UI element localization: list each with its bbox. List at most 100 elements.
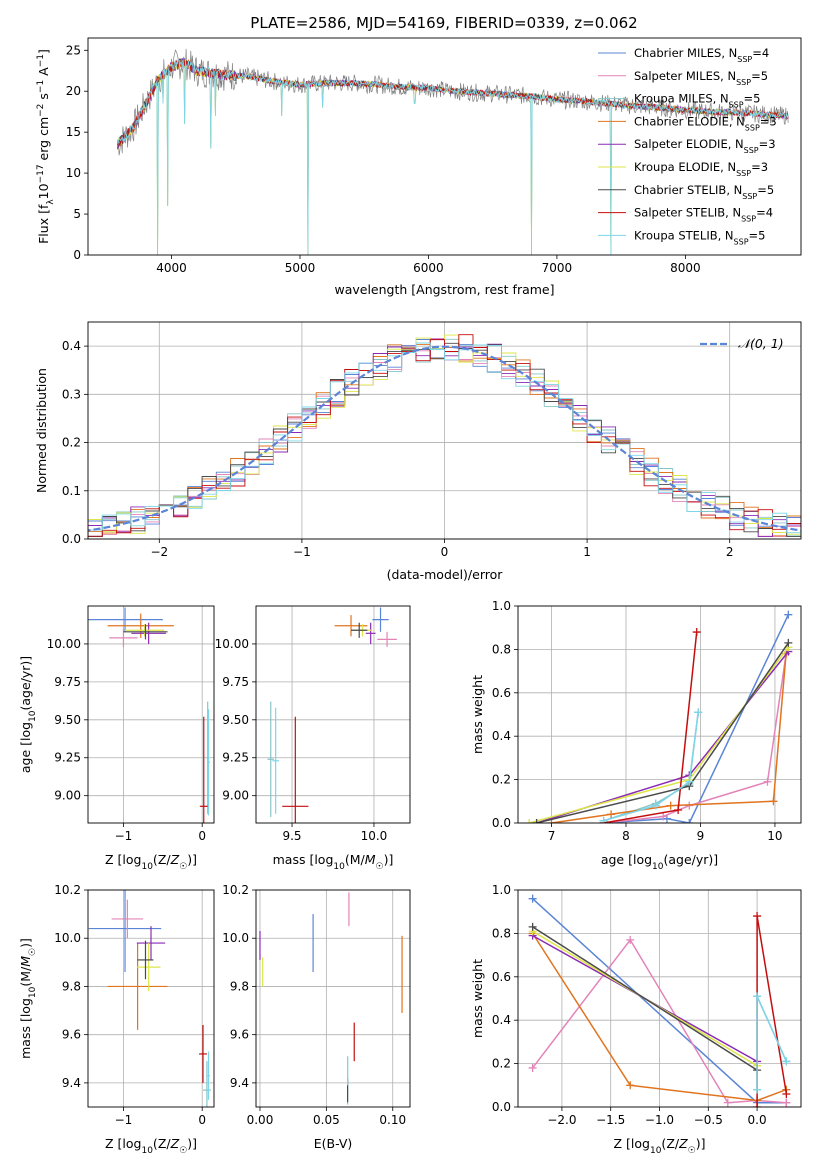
legend-label-name: Kroupa STELIB, N <box>634 228 734 242</box>
weight-line <box>529 646 789 823</box>
x-axis-label-part: ☉ <box>179 862 187 872</box>
legend-label-name: Salpeter MILES, N <box>634 69 736 83</box>
legend-label-sub: SSP <box>744 146 759 155</box>
y-axis-label-part: 10 <box>36 183 51 199</box>
x-tick-label: −1.5 <box>596 1113 625 1127</box>
x-tick-label: 0.10 <box>379 1113 406 1127</box>
legend-label: Kroupa STELIB, NSSP=5 <box>634 228 765 246</box>
errorbars <box>267 607 397 823</box>
errorbars <box>88 890 211 1107</box>
x-tick-label: −2.0 <box>547 1113 576 1127</box>
weight-marker <box>528 1063 537 1072</box>
x-axis-label-part: log <box>122 1136 141 1151</box>
x-axis-label-part: Z <box>158 852 167 867</box>
x-tick-label: 7000 <box>542 261 573 275</box>
model-spectrum-line <box>117 58 789 146</box>
legend-label: Salpeter ELODIE, NSSP=3 <box>634 137 776 155</box>
weight-marker <box>528 922 537 931</box>
weight-line <box>536 651 789 823</box>
y-tick-label: 0.2 <box>62 436 81 450</box>
weight-marker <box>674 805 683 814</box>
y-axis-label-part: A <box>36 67 51 80</box>
x-axis-label-part: [ <box>114 852 123 867</box>
weight-marker <box>528 894 537 903</box>
x-tick-label: −1.0 <box>645 1113 674 1127</box>
x-axis-label-part: M <box>350 852 361 867</box>
x-axis-label-part: 10 <box>141 1146 153 1156</box>
legend-label: Kroupa MILES, NSSP=5 <box>634 92 760 110</box>
y-axis-label-part: s <box>36 93 51 104</box>
legend-label-value: =3 <box>760 114 777 128</box>
mass-vs-extinction-panel: 0.00 0.05 0.10 9.4 9.6 9.8 10.0 10.2 E(B-V) <box>222 883 411 1151</box>
y-axis-label-part: M <box>18 956 33 967</box>
axes-frame <box>87 889 215 1108</box>
legend-label-sub: SSP <box>745 123 760 132</box>
residual-histogram-panel: −2 −1 0 1 2 0.0 0.1 0.2 0.3 0.4 (data-model)/error… <box>34 321 802 582</box>
y-axis-label-part: −17 <box>36 164 46 183</box>
y-axis-label: mass weight <box>470 675 485 754</box>
x-axis-label-part: ☉ <box>376 862 384 872</box>
y-tick-label: 0.0 <box>492 816 511 830</box>
y-tick-label: 10.2 <box>222 883 249 897</box>
axes-frame <box>87 321 802 540</box>
x-axis-label: age [log10(age/yr)] <box>601 852 718 872</box>
legend-label-value: =5 <box>757 183 774 197</box>
y-axis-label-part: 10 <box>28 710 38 722</box>
y-axis-label: mass weight <box>470 959 485 1038</box>
x-axis-label-part: Z <box>678 1136 688 1151</box>
y-tick-label: 9.50 <box>54 713 81 727</box>
y-tick-label: 0.3 <box>62 387 81 401</box>
y-axis-label: Normed distribution <box>34 368 49 493</box>
x-axis-label-part: 10 <box>652 862 664 872</box>
y-tick-label: 0.8 <box>492 642 511 656</box>
y-axis-label-part: ☉ <box>28 948 38 956</box>
legend-label: Kroupa ELODIE, NSSP=3 <box>634 160 768 178</box>
x-tick-label: −2 <box>150 545 168 559</box>
y-axis-label-part: mass [ <box>18 1017 33 1059</box>
weight-marker <box>763 777 772 786</box>
weight-marker <box>659 812 668 821</box>
x-tick-label: −0.5 <box>694 1113 723 1127</box>
weight-marker <box>753 1085 762 1094</box>
y-axis-label-part: 10 <box>28 986 38 998</box>
figure-title: PLATE=2586, MJD=54169, FIBERID=0339, z=0… <box>250 14 637 32</box>
y-axis-label-part: )] <box>18 938 33 948</box>
x-tick-label: 0 <box>198 1113 206 1127</box>
weight-marker <box>547 819 556 823</box>
model-spectrum-line <box>117 58 789 255</box>
legend-label-sub: SSP <box>737 55 752 64</box>
y-axis-label: age [log10(age/yr)] <box>18 656 38 773</box>
legend-label-value: =4 <box>756 206 773 220</box>
x-tick-label: 1 <box>583 545 591 559</box>
legend-label-sub: SSP <box>736 77 751 86</box>
legend-label-name: Kroupa ELODIE, N <box>634 160 736 174</box>
weight-lines <box>528 894 791 1107</box>
spectrum-panel: 4000 5000 6000 7000 8000 0 5 10 15 20 25 wavelength… <box>36 37 802 297</box>
legend-label-value: =5 <box>749 228 766 242</box>
x-axis-label: (data-model)/error <box>387 567 504 582</box>
y-axis-label-part: erg cm <box>36 117 51 165</box>
x-tick-label: 0.00 <box>247 1113 274 1127</box>
legend-label-name: Chabrier MILES, N <box>634 46 737 60</box>
axes-frame <box>517 605 802 824</box>
legend-label-sub: SSP <box>742 191 757 200</box>
x-tick-label: −1 <box>115 1113 133 1127</box>
x-axis-label: mass [log10(M/M☉)] <box>273 852 394 872</box>
y-axis-label-part: log <box>18 998 33 1017</box>
weight-marker <box>607 810 616 819</box>
mass-vs-metallicity-panel: −1 09.49.69.810.010.2Z [log10(Z/Z☉)]mass … <box>18 883 215 1156</box>
y-tick-label: 15 <box>66 125 81 139</box>
y-axis-label: mass [log10(M/M☉)] <box>18 938 38 1059</box>
errorbars <box>259 892 403 1105</box>
y-axis-label-part: age [ <box>18 741 33 773</box>
legend-label-value: =5 <box>744 92 761 106</box>
y-tick-label: 0 <box>73 248 81 262</box>
weight-marker <box>685 777 694 786</box>
weight-line <box>532 926 758 1071</box>
x-axis-label-part: ( <box>345 852 350 867</box>
weight-marker <box>666 801 675 810</box>
x-axis-label-part: ☉ <box>179 1146 187 1156</box>
y-axis-label-part: / <box>18 966 33 971</box>
y-tick-label: 0.4 <box>492 729 511 743</box>
